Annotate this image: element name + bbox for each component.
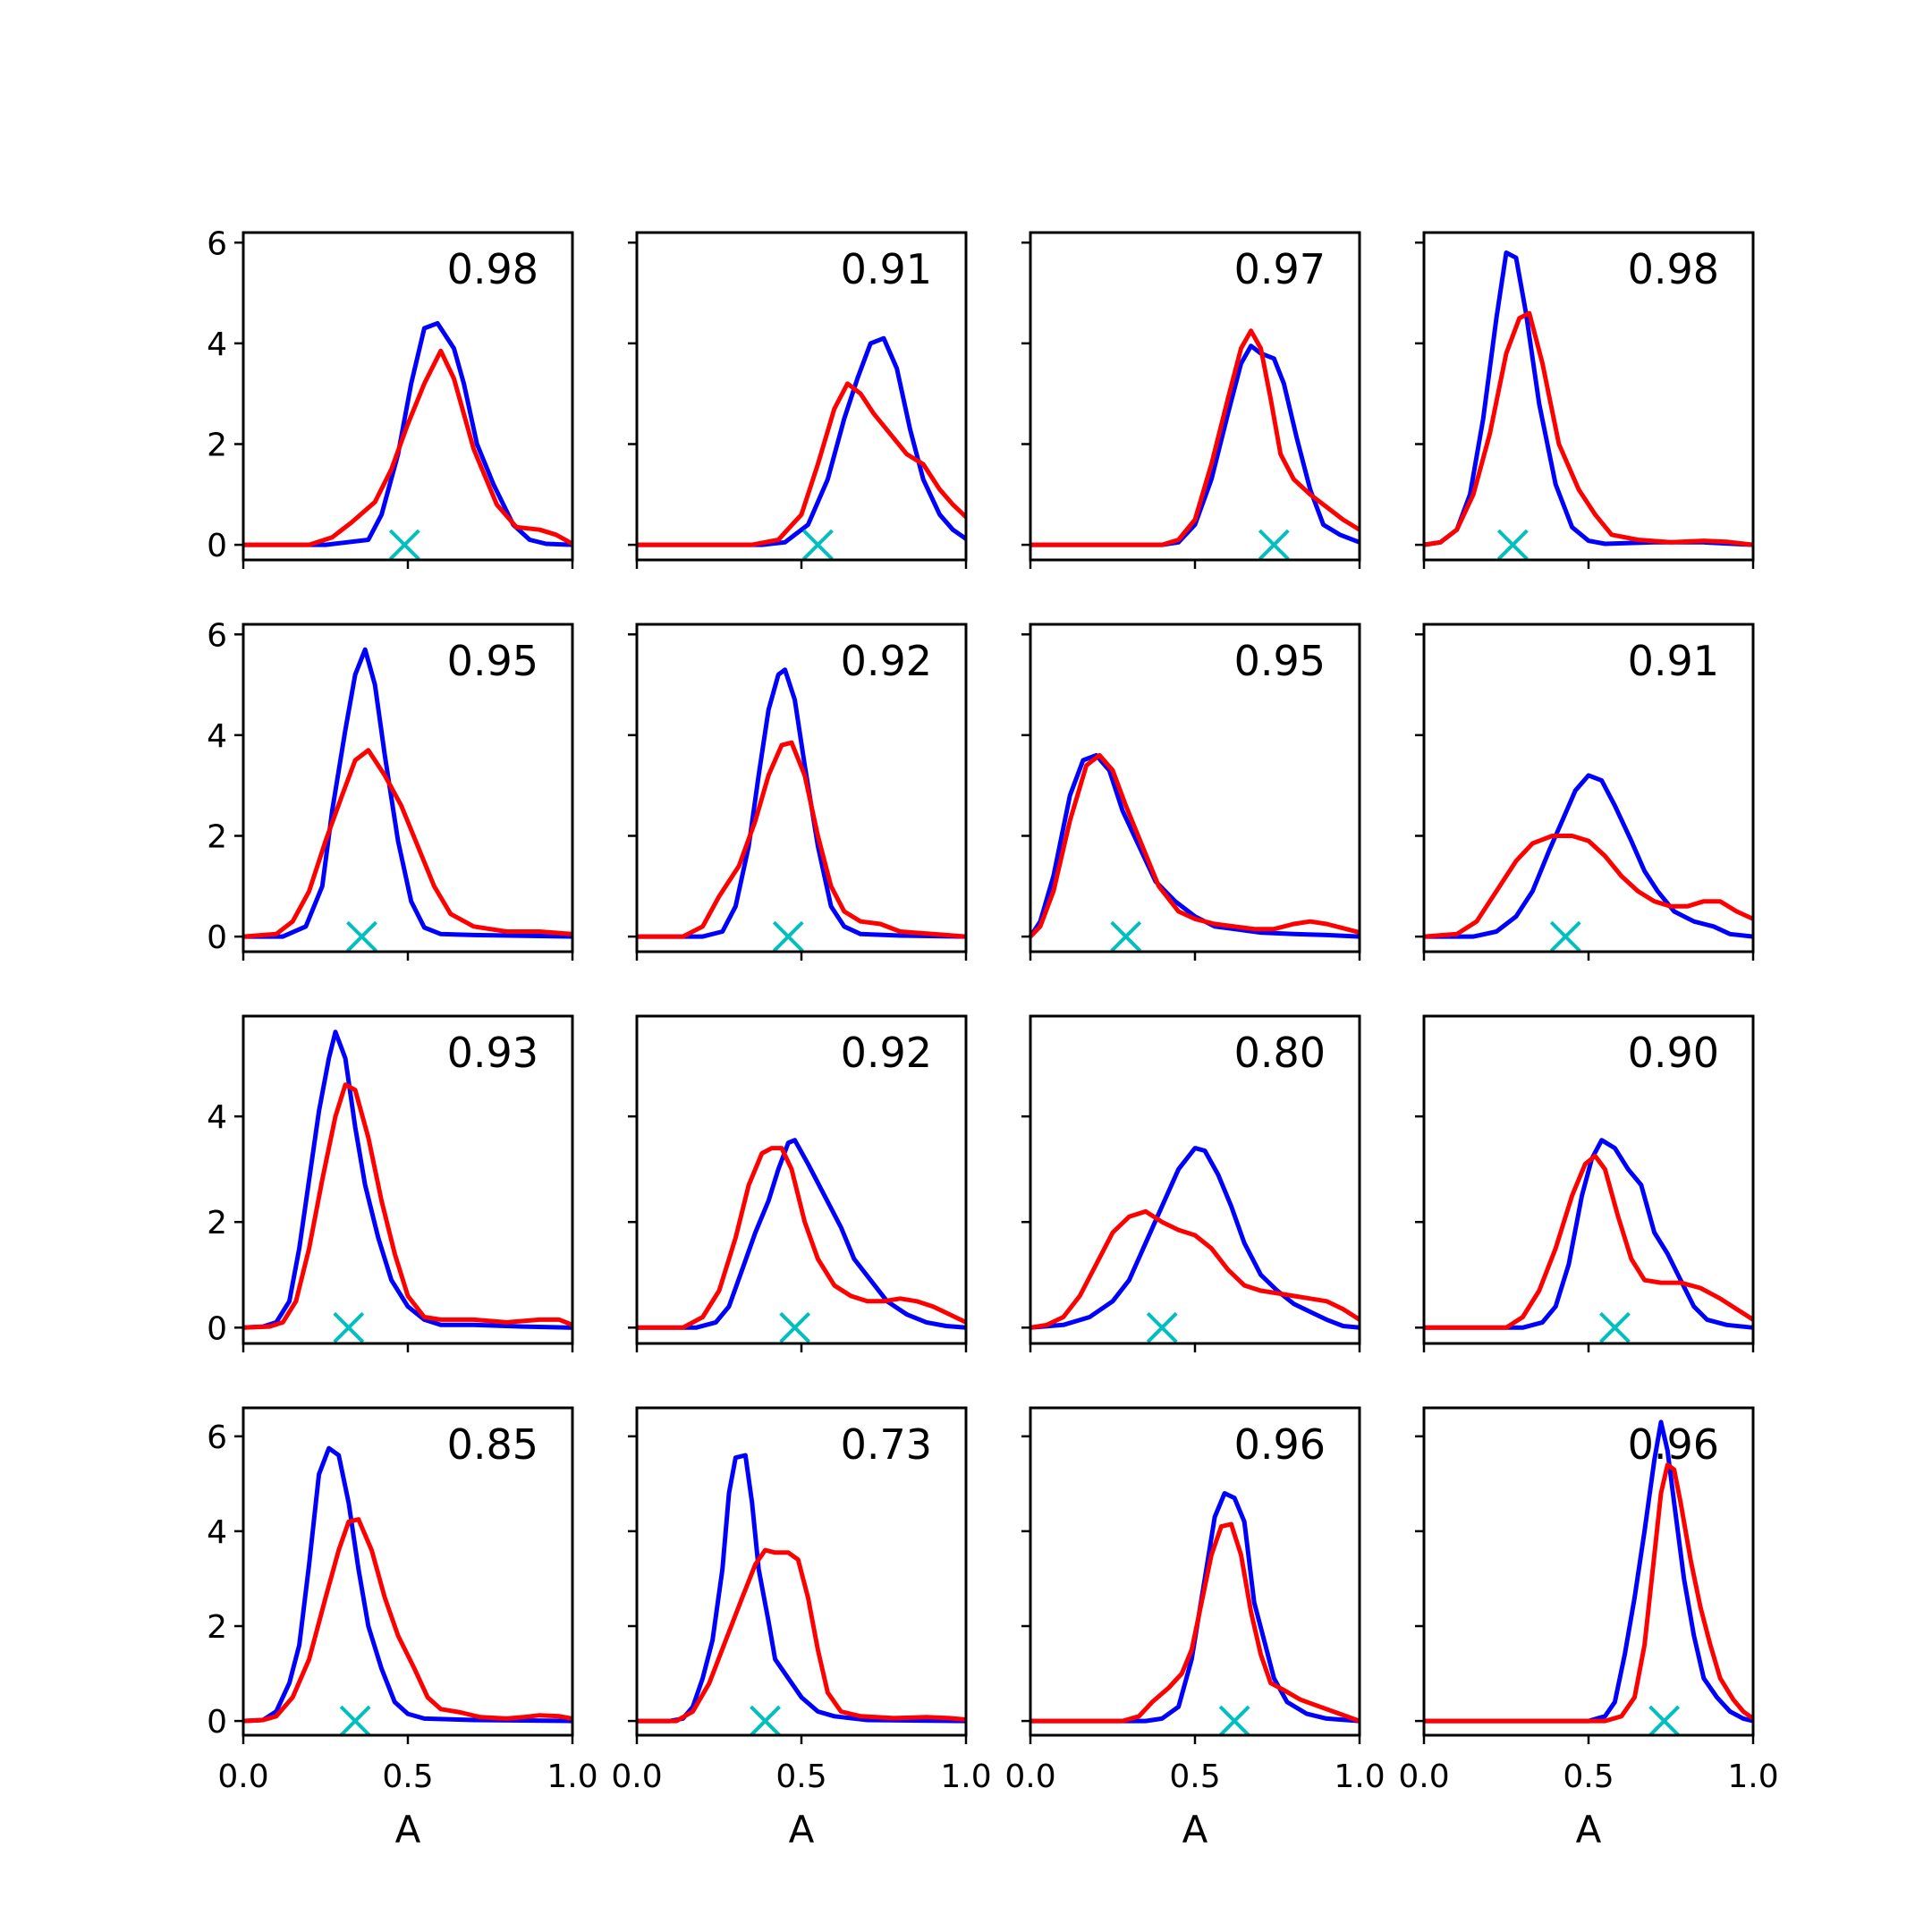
panel-1-score: 0.98 [447, 245, 538, 293]
ytick-label: 2 [207, 1609, 227, 1646]
ytick-label: 6 [207, 1419, 227, 1456]
panel-12-score: 0.90 [1628, 1029, 1719, 1077]
panel-1-red-line [243, 348, 574, 547]
panel-9-score: 0.93 [447, 1029, 538, 1077]
panel-3-blue-line [1030, 343, 1360, 547]
panel-10-score: 0.92 [841, 1029, 932, 1077]
panel-13-score: 0.85 [447, 1420, 538, 1469]
panel-9-marker [333, 1311, 365, 1343]
panel-13-marker [339, 1705, 371, 1737]
panel-16-red-line [1424, 1462, 1755, 1724]
panel-3-marker [1258, 529, 1290, 561]
panel-10-marker [779, 1311, 811, 1343]
panel-10-blue-line [637, 1138, 967, 1330]
panel-13-blue-line [242, 1445, 573, 1724]
panel-12-red-line [1424, 1153, 1755, 1330]
panel-1-marker [388, 529, 420, 561]
xtick-label: 1.0 [547, 1758, 597, 1795]
panel-9-red-line [242, 1082, 573, 1330]
panel-3-red-line [1030, 328, 1361, 547]
panel-15-score: 0.96 [1234, 1420, 1326, 1469]
ytick-label: 2 [207, 427, 227, 463]
panel-4-score: 0.98 [1628, 245, 1719, 293]
panel-6-score: 0.92 [841, 637, 932, 685]
panel-1-blue-line [243, 320, 573, 547]
panel-16-marker [1648, 1705, 1681, 1737]
panel-13-red-line [242, 1517, 573, 1724]
panel-14-red-line [637, 1547, 967, 1724]
ytick-label: 4 [207, 326, 227, 363]
panel-2-score: 0.91 [841, 245, 932, 293]
panel-10-red-line [637, 1146, 968, 1330]
xtick-label: 0.0 [1004, 1758, 1055, 1795]
ytick-label: 0 [207, 1704, 227, 1741]
x-axis-label: A [789, 1808, 815, 1852]
panel-4-marker [1496, 529, 1529, 561]
ytick-label: 4 [207, 1514, 227, 1551]
panel-11-score: 0.80 [1234, 1029, 1326, 1077]
ytick-label: 2 [207, 1205, 227, 1241]
panel-12-marker [1599, 1311, 1631, 1343]
panel-8-marker [1549, 920, 1581, 953]
panel-5-score: 0.95 [447, 637, 538, 685]
panel-15-blue-line [1030, 1491, 1360, 1724]
panel-5-red-line [242, 748, 573, 939]
xtick-label: 1.0 [1727, 1758, 1778, 1795]
panel-14-score: 0.73 [841, 1420, 932, 1469]
xtick-label: 0.0 [1398, 1758, 1449, 1795]
xtick-label: 0.0 [217, 1758, 268, 1795]
panel-11-blue-line [1030, 1146, 1360, 1330]
panel-12-blue-line [1424, 1138, 1754, 1330]
panel-5-marker [346, 920, 377, 953]
ytick-label: 6 [207, 617, 227, 654]
panel-8-score: 0.91 [1628, 637, 1719, 685]
xtick-label: 0.5 [1563, 1758, 1614, 1795]
ytick-label: 4 [207, 1099, 227, 1136]
x-axis-label: A [395, 1808, 421, 1852]
panel-15-marker [1218, 1705, 1250, 1737]
xtick-label: 0.5 [775, 1758, 826, 1795]
panel-11-marker [1146, 1311, 1178, 1343]
panel-2-blue-line [637, 335, 968, 547]
panel-4-red-line [1423, 310, 1754, 547]
panel-14-blue-line [637, 1453, 967, 1724]
panel-3-score: 0.97 [1234, 245, 1326, 293]
panel-7-score: 0.95 [1234, 637, 1326, 685]
panel-14-marker [750, 1705, 781, 1737]
ytick-label: 6 [207, 225, 227, 262]
panel-8-red-line [1423, 834, 1755, 939]
xtick-label: 1.0 [1334, 1758, 1385, 1795]
xtick-label: 1.0 [940, 1758, 991, 1795]
xtick-label: 0.5 [1169, 1758, 1220, 1795]
panel-15-red-line [1030, 1521, 1360, 1724]
panel-6-red-line [637, 740, 967, 939]
panel-2-marker [801, 529, 834, 561]
panel-8-blue-line [1424, 773, 1754, 939]
x-axis-label: A [1576, 1808, 1602, 1852]
xtick-label: 0.5 [382, 1758, 433, 1795]
ytick-label: 2 [207, 818, 227, 855]
panel-5-blue-line [243, 647, 573, 939]
x-axis-label: A [1182, 1808, 1208, 1852]
ytick-label: 0 [207, 1310, 227, 1347]
panel-6-marker [772, 920, 804, 953]
panel-9-blue-line [242, 1030, 573, 1330]
panel-6-blue-line [637, 667, 967, 939]
ytick-label: 0 [207, 528, 227, 564]
panel-7-marker [1110, 920, 1142, 953]
ytick-label: 4 [207, 718, 227, 755]
panel-7-red-line [1029, 752, 1360, 938]
panel-16-score: 0.96 [1628, 1420, 1719, 1469]
xtick-label: 0.0 [611, 1758, 662, 1795]
panel-16-blue-line [1424, 1419, 1754, 1724]
ytick-label: 0 [207, 919, 227, 956]
panel-2-red-line [637, 381, 968, 547]
panel-11-red-line [1030, 1208, 1361, 1330]
